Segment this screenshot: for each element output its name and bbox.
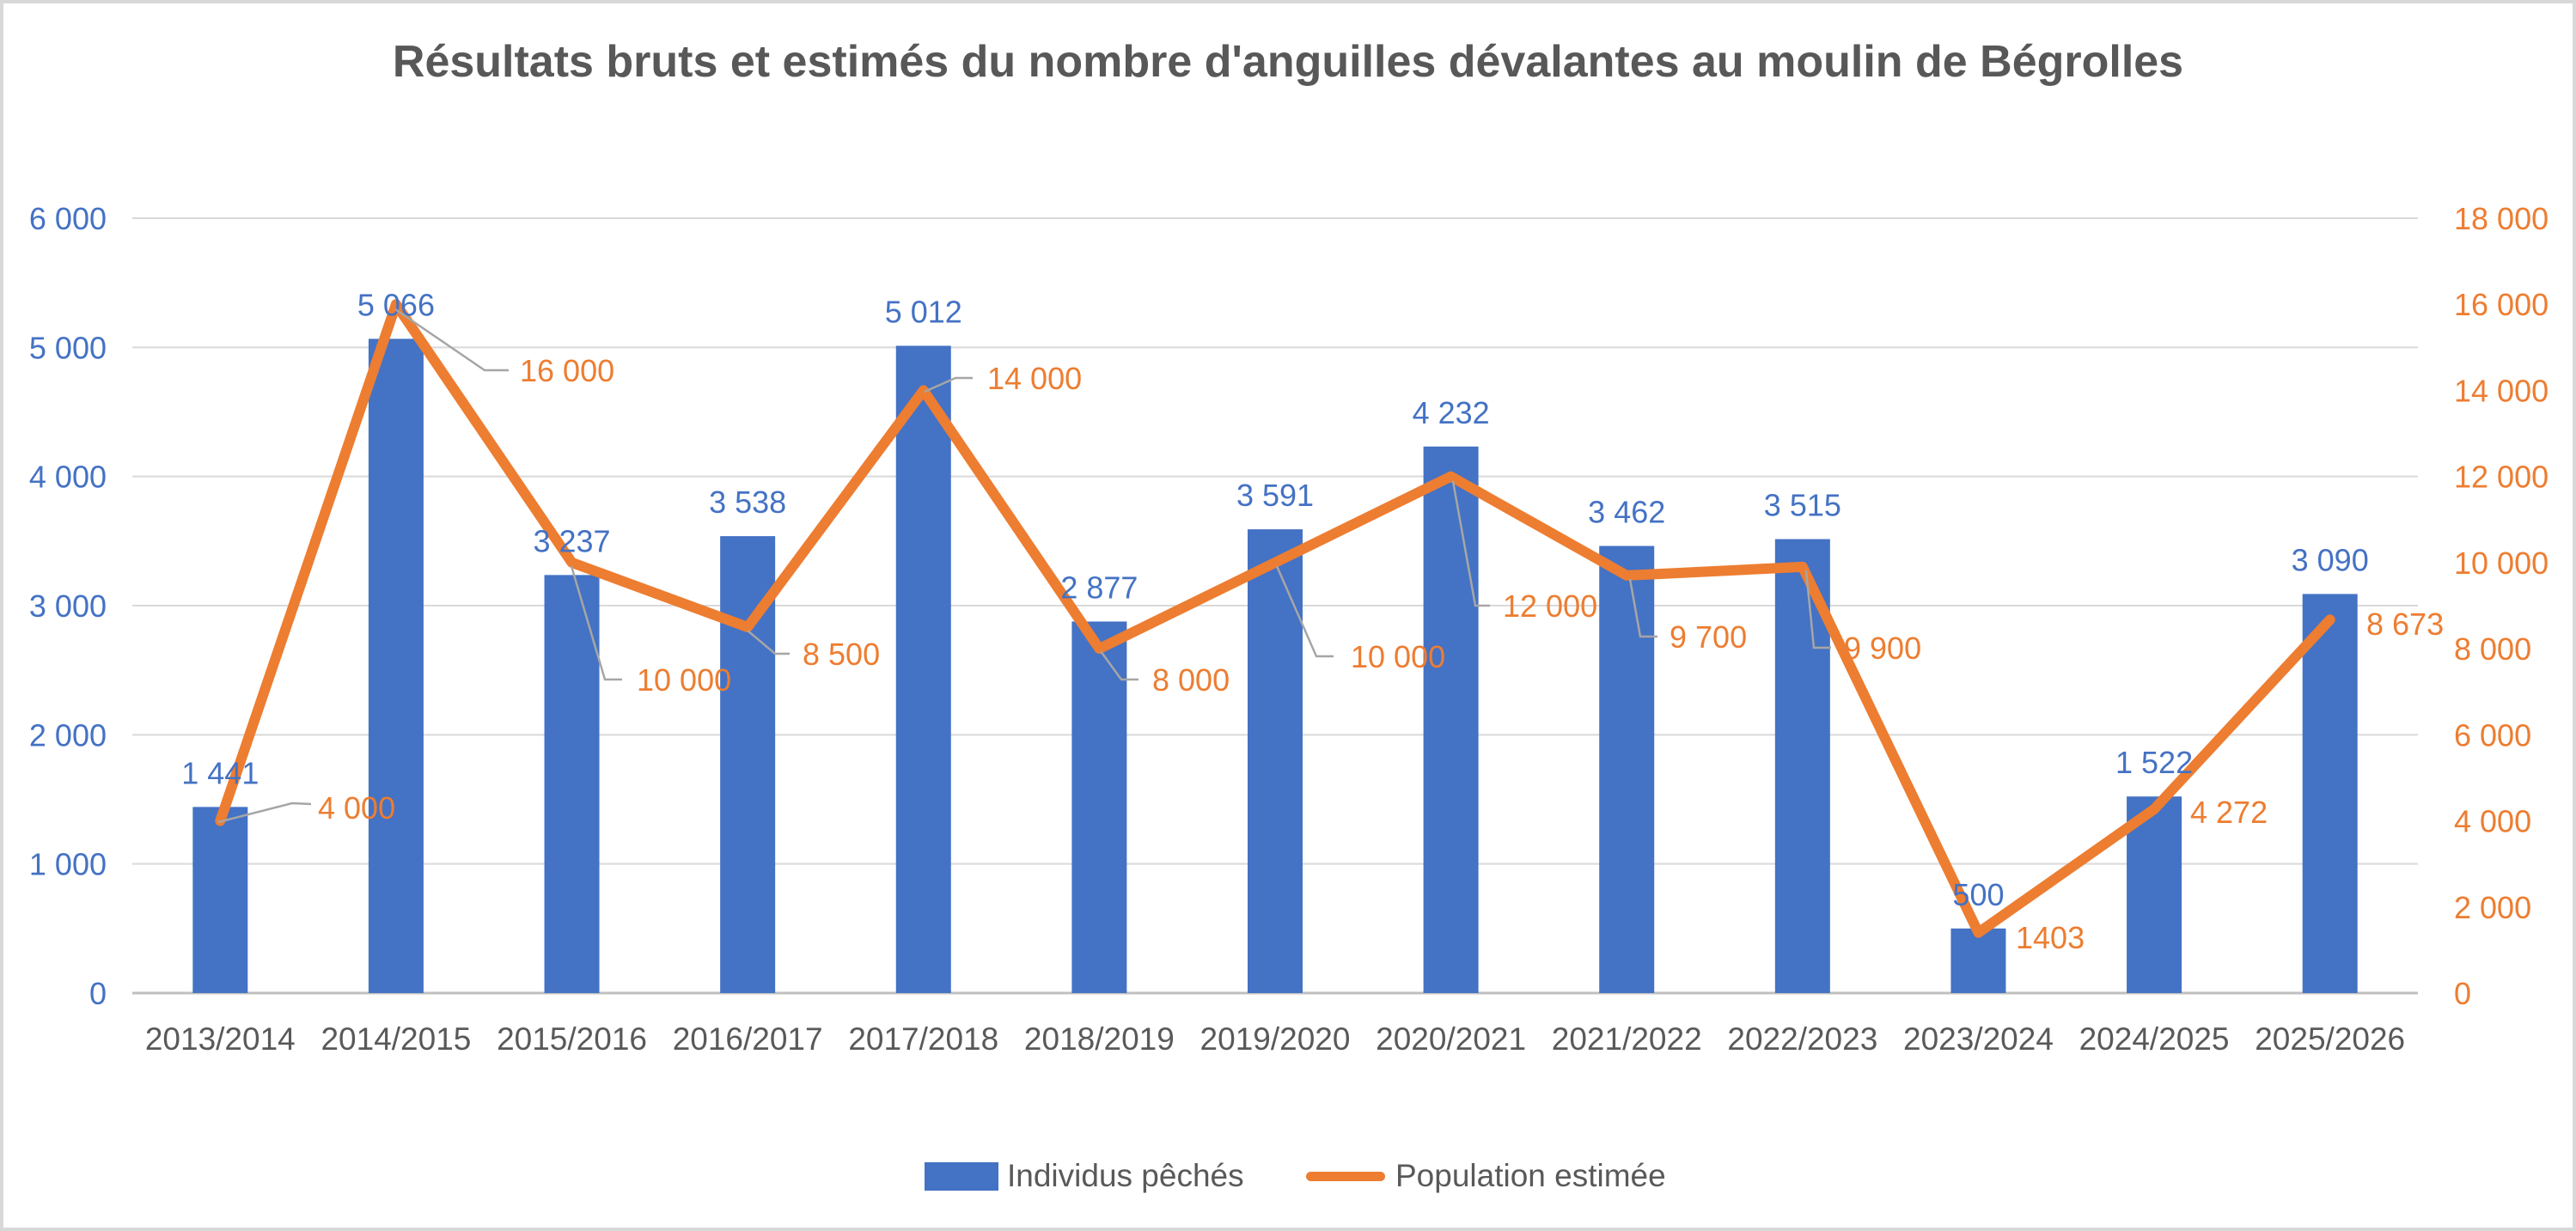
legend-swatch-bar-series <box>925 1161 998 1191</box>
bar <box>720 536 776 993</box>
bar <box>2127 796 2182 993</box>
bar <box>1950 928 2006 993</box>
line-data-label: 8 673 <box>2366 606 2444 642</box>
category-label: 2023/2024 <box>1903 1021 2054 1057</box>
left-axis-tick-label: 4 000 <box>29 460 107 495</box>
category-label: 2016/2017 <box>673 1021 823 1057</box>
label-leader-line <box>1451 480 1490 607</box>
category-label: 2014/2015 <box>320 1021 471 1057</box>
label-leader-line <box>1628 578 1657 638</box>
line-data-label: 14 000 <box>987 361 1082 396</box>
label-leader-line <box>924 376 973 393</box>
category-label: 2024/2025 <box>2079 1021 2230 1057</box>
line-data-label: 9 700 <box>1670 619 1747 655</box>
line-data-label: 9 900 <box>1844 631 1921 666</box>
bar <box>544 575 600 993</box>
category-label: 2013/2014 <box>145 1021 296 1057</box>
label-leader-line <box>570 565 622 681</box>
left-axis-tick-label: 5 000 <box>29 330 107 365</box>
right-axis-tick-label: 18 000 <box>2454 201 2549 236</box>
chart-title: Résultats bruts et estimés du nombre d'a… <box>392 37 2184 87</box>
right-axis-tick-label: 12 000 <box>2454 460 2549 495</box>
line-data-label: 1403 <box>2016 920 2085 955</box>
category-label: 2017/2018 <box>848 1021 998 1057</box>
category-label: 2018/2019 <box>1024 1021 1175 1057</box>
legend-label-line-series: Population estimée <box>1395 1158 1666 1193</box>
line-data-label: 10 000 <box>1351 639 1445 674</box>
category-label: 2021/2022 <box>1552 1021 1702 1057</box>
bar-data-label: 2 877 <box>1060 570 1138 605</box>
line-data-label: 12 000 <box>1503 588 1597 624</box>
line-data-label: 8 500 <box>803 637 880 672</box>
label-leader-line <box>1099 650 1138 681</box>
legend-swatch-line-series <box>1306 1171 1385 1181</box>
left-axis-tick-label: 1 000 <box>29 847 107 882</box>
line-data-label: 4 272 <box>2190 795 2268 830</box>
bar <box>1599 545 1655 993</box>
bar-data-label: 4 232 <box>1413 395 1490 430</box>
bar-data-label: 5 066 <box>357 287 435 322</box>
label-leader-line <box>394 308 509 372</box>
bar <box>2302 594 2358 993</box>
bar-data-label: 3 462 <box>1588 495 1665 530</box>
right-axis-tick-label: 2 000 <box>2454 890 2531 925</box>
bar-data-label: 3 538 <box>709 484 786 520</box>
bar <box>368 338 424 993</box>
bar-data-label: 3 237 <box>533 523 610 558</box>
right-axis-tick-label: 4 000 <box>2454 804 2531 839</box>
label-leader-line <box>1804 570 1831 649</box>
right-axis-tick-label: 10 000 <box>2454 545 2549 581</box>
chart-legend: Individus pêchés Population estimée <box>3 1155 2573 1206</box>
bar <box>895 345 951 994</box>
category-label: 2022/2023 <box>1727 1021 1877 1057</box>
label-leader-line <box>217 801 312 824</box>
legend-label-bar-series: Individus pêchés <box>1007 1158 1244 1193</box>
label-leader-line <box>1275 565 1334 658</box>
label-leader-line <box>747 630 790 655</box>
bar-data-label: 3 515 <box>1764 488 1841 523</box>
right-axis-tick-label: 6 000 <box>2454 717 2531 753</box>
bar-data-label: 1 441 <box>181 755 259 790</box>
line-series <box>215 299 2335 938</box>
bar-data-label: 3 591 <box>1236 478 1314 513</box>
left-axis-tick-label: 6 000 <box>29 201 107 236</box>
line-data-label: 16 000 <box>520 353 614 388</box>
category-label: 2025/2026 <box>2255 1021 2405 1057</box>
bar-data-label: 5 012 <box>885 295 962 330</box>
line-data-label: 8 000 <box>1152 662 1230 698</box>
bar <box>1071 621 1127 993</box>
bar <box>192 807 248 993</box>
category-label: 2015/2016 <box>497 1021 647 1057</box>
category-label: 2019/2020 <box>1200 1021 1351 1057</box>
right-axis-tick-label: 16 000 <box>2454 287 2549 322</box>
bar <box>1248 529 1303 993</box>
category-label: 2020/2021 <box>1376 1021 1526 1057</box>
line-data-label: 4 000 <box>318 790 395 826</box>
left-axis-tick-label: 2 000 <box>29 717 107 753</box>
bar-data-label: 1 522 <box>2115 745 2193 780</box>
legend-item-bars: Individus pêchés <box>925 1155 1244 1197</box>
left-axis-tick-label: 3 000 <box>29 588 107 624</box>
legend-item-line: Population estimée <box>1306 1155 1666 1197</box>
chart-canvas: 0 1 000 2 000 3 000 4 000 5 000 6 000 0 2 000 4 0… <box>29 201 2549 1057</box>
bar-data-label: 3 090 <box>2292 542 2369 577</box>
line-data-label: 10 000 <box>637 662 731 698</box>
bar <box>1423 446 1479 993</box>
right-axis-tick-label: 14 000 <box>2454 373 2549 408</box>
bar-data-label: 500 <box>1952 877 2004 912</box>
right-axis-tick-label: 0 <box>2454 976 2471 1011</box>
right-axis-tick-label: 8 000 <box>2454 631 2531 667</box>
left-axis-tick-label: 0 <box>89 976 107 1011</box>
